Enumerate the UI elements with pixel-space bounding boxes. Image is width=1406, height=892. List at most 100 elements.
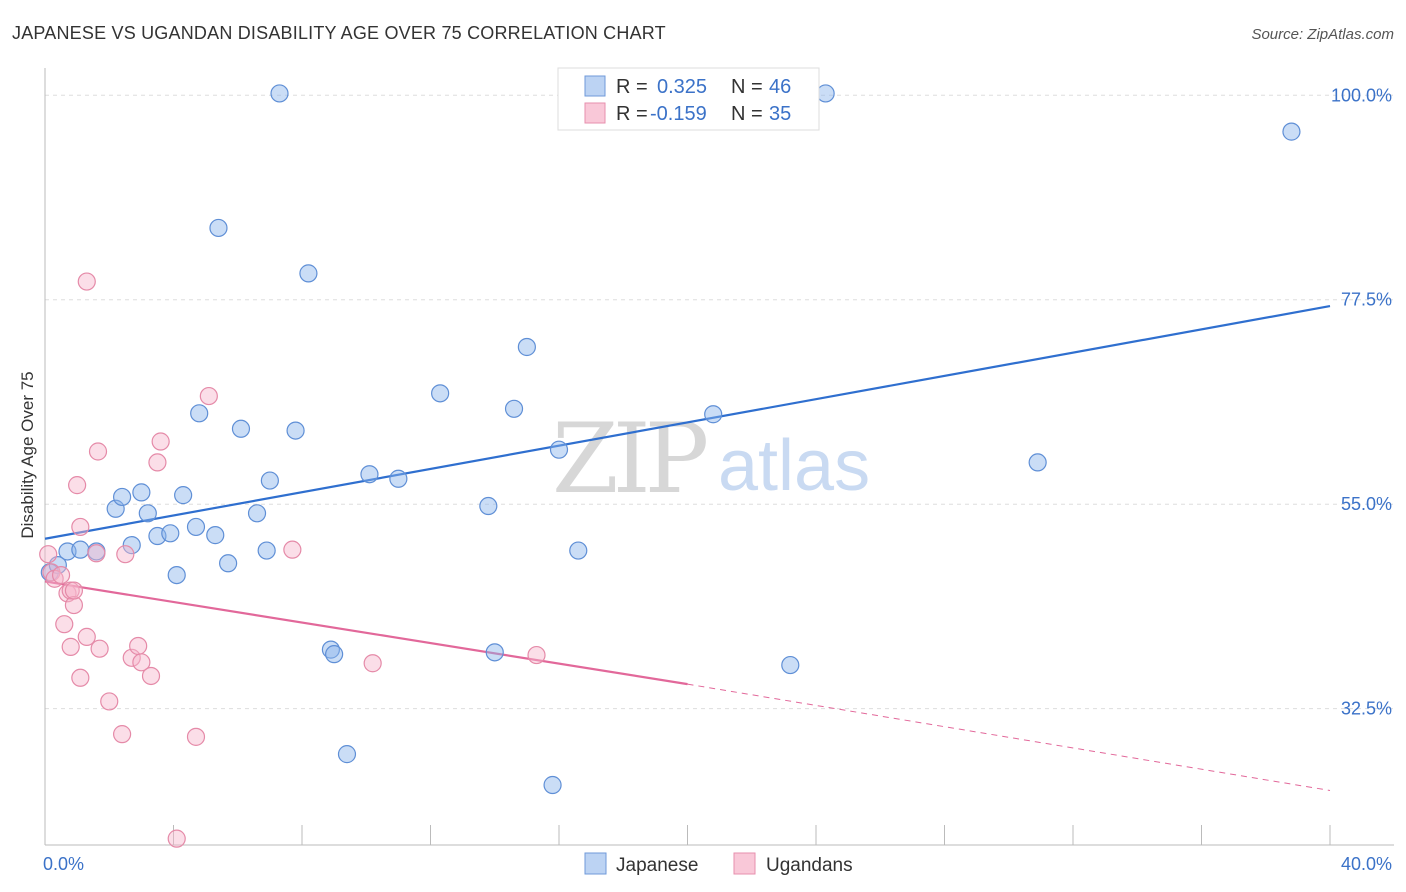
point-japanese-15 — [190, 404, 209, 423]
legend-label-japanese: Japanese — [616, 855, 698, 876]
point-ugandans-28 — [186, 727, 206, 746]
point-japanese-30 — [389, 469, 408, 488]
point-japanese-39 — [704, 405, 723, 424]
trend-line-japanese — [44, 305, 1331, 540]
point-ugandans-25 — [148, 453, 167, 472]
point-ugandans-19 — [112, 725, 132, 744]
point-ugandans-26 — [151, 432, 170, 451]
point-japanese-16 — [206, 526, 225, 545]
stats-legend-swatch-japanese — [584, 75, 606, 97]
point-japanese-28 — [337, 745, 357, 764]
trend-lines — [44, 305, 1331, 791]
watermark: ZIP atlas — [552, 403, 870, 515]
point-japanese-29 — [360, 465, 379, 484]
bottom-legend: Japanese Ugandans — [584, 852, 853, 876]
point-japanese-12 — [167, 565, 186, 585]
y-axis-label: Disability Age Over 75 — [18, 371, 37, 538]
point-japanese-33 — [485, 643, 504, 662]
y-tick-label-1: 77.5% — [1341, 290, 1392, 310]
stats-legend-swatch-ugandans — [584, 102, 606, 124]
point-japanese-23 — [270, 84, 289, 103]
point-ugandans-17 — [90, 639, 109, 658]
point-ugandans-13 — [77, 627, 96, 646]
point-japanese-34 — [504, 399, 524, 418]
x-tick-label-1: 40.0% — [1341, 854, 1392, 874]
stats-legend-n-value-japanese: 46 — [769, 76, 791, 98]
point-japanese-11 — [161, 524, 180, 543]
point-japanese-27 — [325, 645, 344, 664]
y-tick-label-0: 100.0% — [1331, 85, 1392, 105]
legend-swatch-ugandans — [733, 852, 756, 875]
point-japanese-24 — [286, 421, 305, 440]
trend-line-ugandans — [44, 580, 688, 686]
stats-legend-n-label-japanese: N = — [731, 76, 763, 98]
point-japanese-42 — [1028, 453, 1047, 472]
stats-legend-n-value-ugandans: 35 — [769, 103, 791, 125]
point-japanese-9 — [138, 504, 157, 523]
point-japanese-22 — [260, 471, 279, 490]
legend-swatch-japanese — [584, 852, 607, 875]
gridlines — [45, 94, 1394, 710]
point-ugandans-4 — [55, 615, 74, 634]
point-japanese-31 — [431, 384, 450, 403]
stats-legend-r-value-ugandans: -0.159 — [650, 103, 707, 125]
point-japanese-41 — [816, 84, 835, 103]
point-japanese-35 — [517, 337, 536, 357]
point-japanese-5 — [106, 499, 125, 518]
point-japanese-32 — [479, 496, 498, 516]
point-japanese-19 — [231, 419, 251, 438]
point-ugandans-18 — [100, 692, 119, 711]
legend-label-ugandans: Ugandans — [766, 855, 853, 876]
point-ugandans-12 — [71, 517, 90, 537]
chart-source: Source: ZipAtlas.com — [1251, 26, 1394, 43]
point-japanese-18 — [219, 554, 238, 573]
point-ugandans-27 — [167, 829, 186, 848]
point-ugandans-6 — [61, 637, 80, 656]
watermark-atlas: atlas — [718, 426, 870, 506]
stats-legend-r-label-japanese: R = — [616, 76, 648, 98]
stats-legend-r-label-ugandans: R = — [616, 103, 648, 125]
point-japanese-7 — [122, 536, 141, 555]
point-ugandans-23 — [132, 653, 151, 672]
point-japanese-13 — [174, 486, 193, 505]
point-ugandans-29 — [199, 386, 218, 406]
point-japanese-36 — [543, 775, 562, 795]
x-tick-label-0: 0.0% — [43, 854, 84, 874]
y-tick-labels: 100.0% 77.5% 55.0% 32.5% — [1331, 85, 1392, 718]
point-ugandans-0 — [39, 545, 58, 564]
point-japanese-8 — [132, 483, 151, 502]
point-japanese-43 — [1282, 122, 1301, 141]
y-tick-label-3: 32.5% — [1341, 699, 1392, 719]
point-ugandans-24 — [141, 666, 161, 686]
point-ugandans-9 — [64, 581, 84, 600]
point-japanese-38 — [569, 541, 588, 560]
point-ugandans-16 — [88, 442, 108, 461]
point-ugandans-10 — [68, 476, 87, 495]
trend-line-ugandans-projection — [687, 683, 1331, 791]
stats-legend-n-label-ugandans: N = — [731, 103, 763, 125]
point-ugandans-21 — [122, 648, 141, 667]
point-ugandans-11 — [71, 668, 90, 687]
data-points — [39, 84, 1301, 848]
point-japanese-3 — [71, 540, 90, 559]
watermark-zip: ZIP — [552, 403, 707, 515]
point-ugandans-30 — [283, 540, 302, 559]
axes — [44, 68, 1394, 846]
point-ugandans-20 — [116, 545, 135, 564]
point-ugandans-32 — [527, 645, 546, 665]
point-ugandans-8 — [64, 595, 84, 615]
point-japanese-37 — [549, 440, 569, 459]
y-tick-label-2: 55.0% — [1341, 494, 1392, 514]
point-ugandans-3 — [51, 565, 71, 585]
point-japanese-17 — [209, 218, 228, 238]
point-ugandans-15 — [87, 544, 106, 563]
point-japanese-25 — [299, 264, 318, 283]
stats-legend-r-value-japanese: 0.325 — [657, 76, 707, 98]
point-japanese-14 — [186, 517, 206, 537]
point-ugandans-14 — [77, 272, 96, 291]
stats-legend: R = 0.325 N = 46 R = -0.159 N = 35 — [557, 67, 820, 131]
point-japanese-21 — [257, 541, 276, 560]
point-japanese-6 — [112, 487, 132, 507]
chart-title: JAPANESE VS UGANDAN DISABILITY AGE OVER … — [12, 23, 666, 43]
